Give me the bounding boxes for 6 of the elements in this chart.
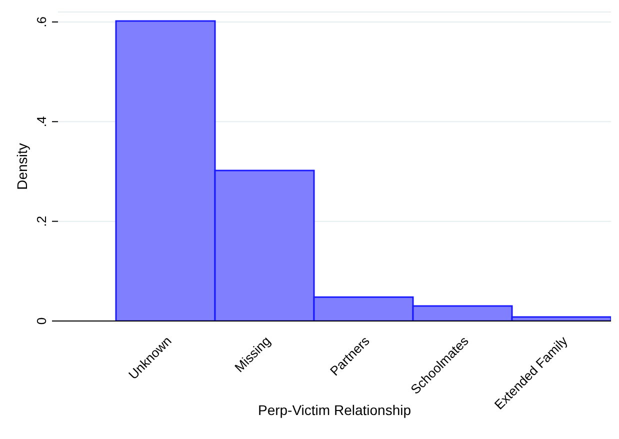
y-axis-title: Density bbox=[14, 143, 30, 190]
y-tick-label: 0 bbox=[34, 317, 49, 325]
y-tick-label: .4 bbox=[34, 116, 49, 128]
y-tick-label: .2 bbox=[34, 216, 49, 227]
y-tick-label: .6 bbox=[34, 16, 49, 28]
x-axis-title: Perp-Victim Relationship bbox=[258, 402, 412, 418]
